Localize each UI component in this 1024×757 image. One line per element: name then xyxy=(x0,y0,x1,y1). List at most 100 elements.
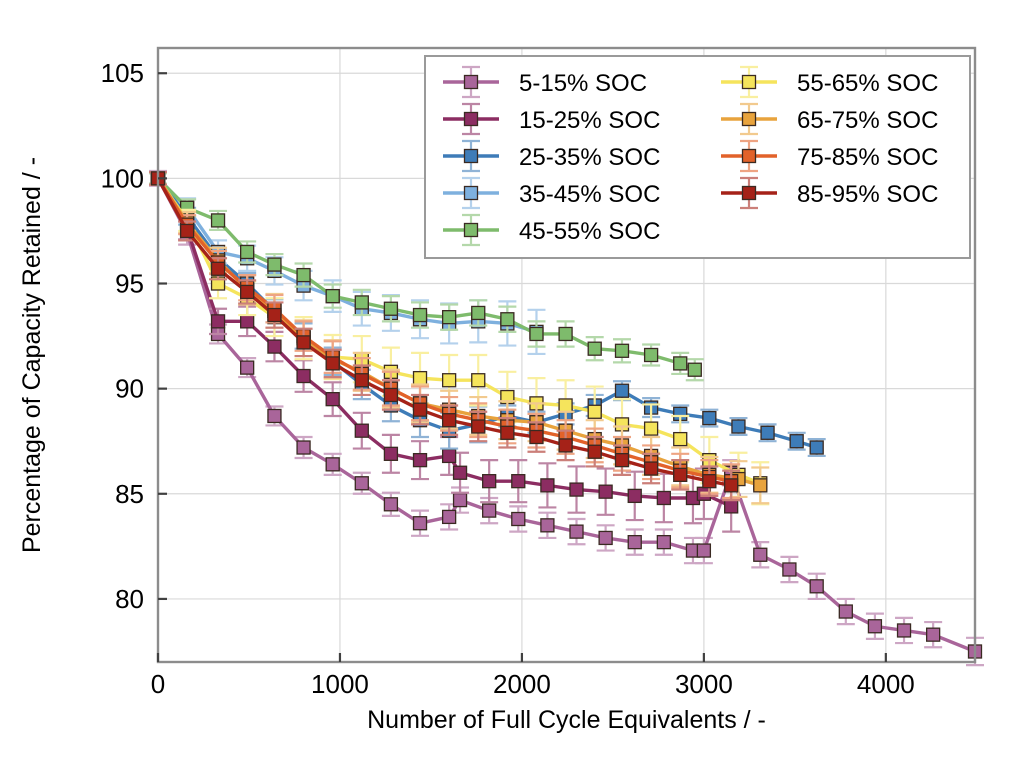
legend-item[interactable]: 15-25% SOC xyxy=(443,102,660,136)
y-axis-title: Percentage of Capacity Retained / - xyxy=(18,157,46,553)
data-point xyxy=(412,452,428,468)
data-point xyxy=(643,421,659,436)
data-point xyxy=(452,465,468,480)
legend-item[interactable]: 45-55% SOC xyxy=(443,213,660,247)
data-point xyxy=(240,284,255,300)
legend-label: 15-25% SOC xyxy=(519,107,660,134)
data-point xyxy=(760,425,775,440)
legend-item[interactable]: 35-45% SOC xyxy=(443,176,660,210)
data-point xyxy=(482,503,497,518)
legend-marker xyxy=(463,148,479,164)
legend-label: 25-35% SOC xyxy=(519,144,660,171)
legend-item[interactable]: 55-65% SOC xyxy=(721,65,938,99)
legend-marker xyxy=(741,111,757,127)
data-point xyxy=(540,518,555,533)
data-point xyxy=(354,423,369,438)
data-point xyxy=(500,425,515,440)
legend-label: 55-65% SOC xyxy=(797,70,938,97)
data-point xyxy=(673,467,688,483)
data-point xyxy=(325,392,340,407)
legend-marker xyxy=(463,111,479,127)
legend-marker xyxy=(741,185,757,201)
y-tick-label: 95 xyxy=(115,269,144,299)
data-point xyxy=(867,619,883,634)
data-point xyxy=(673,356,688,371)
data-point xyxy=(529,326,544,342)
data-point xyxy=(673,431,688,447)
data-point xyxy=(724,499,739,514)
x-tick-label: 4000 xyxy=(857,669,915,699)
legend-marker xyxy=(463,222,479,238)
data-point xyxy=(441,413,457,428)
data-point xyxy=(782,562,797,577)
data-point xyxy=(412,516,428,531)
legend-label: 65-75% SOC xyxy=(797,107,938,134)
data-point xyxy=(598,484,613,499)
legend-label: 5-15% SOC xyxy=(519,70,647,97)
legend-marker xyxy=(741,148,757,164)
legend: 5-15% SOC 15-25% SOC 25-35% SOC 35-45% SOC 4… xyxy=(424,55,971,259)
data-point xyxy=(482,474,497,489)
data-point xyxy=(702,410,717,426)
x-tick-label: 1000 xyxy=(311,669,369,699)
data-point xyxy=(471,305,486,321)
y-tick-label: 100 xyxy=(101,163,144,193)
legend-item[interactable]: 65-75% SOC xyxy=(721,102,938,136)
data-point xyxy=(587,444,602,459)
legend-item[interactable]: 85-95% SOC xyxy=(721,176,938,210)
data-point xyxy=(441,509,457,525)
data-point xyxy=(267,339,282,354)
data-point xyxy=(529,429,544,445)
data-point xyxy=(471,419,486,434)
data-point xyxy=(325,288,340,304)
legend-marker xyxy=(463,185,479,201)
data-point xyxy=(210,213,226,228)
data-point xyxy=(267,408,282,424)
data-point xyxy=(614,343,630,358)
x-tick-label: 2000 xyxy=(493,669,551,699)
legend-item[interactable]: 5-15% SOC xyxy=(443,65,647,99)
series-line xyxy=(156,176,762,485)
data-point xyxy=(809,579,824,594)
axes-layer xyxy=(156,46,977,664)
legend-label: 35-45% SOC xyxy=(519,181,660,208)
data-point xyxy=(441,448,457,464)
data-point xyxy=(325,356,340,371)
data-point xyxy=(687,362,702,377)
data-point xyxy=(412,402,428,417)
data-point xyxy=(587,341,602,356)
data-point xyxy=(731,419,746,434)
series-5-15-soc xyxy=(149,169,984,667)
series-line xyxy=(156,176,733,509)
data-point xyxy=(724,478,739,493)
data-point xyxy=(702,474,717,489)
y-tick-label: 90 xyxy=(115,374,144,404)
data-point xyxy=(240,314,255,329)
data-point xyxy=(296,267,311,283)
data-point xyxy=(325,457,340,472)
tick-labels-layer: 80 85 90 95 100 105 0 1000 2000 3000 4000 xyxy=(101,58,915,699)
data-point xyxy=(441,310,457,325)
legend-label: 45-55% SOC xyxy=(519,218,660,245)
data-point xyxy=(500,312,515,327)
data-point xyxy=(789,434,804,449)
data-point xyxy=(441,373,457,388)
legend-item[interactable]: 75-85% SOC xyxy=(721,139,938,173)
data-point xyxy=(412,307,428,323)
series-markers xyxy=(150,171,702,377)
y-tick-label: 85 xyxy=(115,479,144,509)
data-point xyxy=(896,623,912,638)
data-point xyxy=(383,497,399,512)
data-point xyxy=(179,223,195,239)
legend-label: 85-95% SOC xyxy=(797,181,938,208)
series-markers xyxy=(150,171,983,659)
plot-border xyxy=(156,46,977,664)
data-point xyxy=(240,360,255,375)
data-point xyxy=(383,387,399,403)
data-point xyxy=(569,482,584,497)
legend-item[interactable]: 25-35% SOC xyxy=(443,139,660,173)
data-point xyxy=(656,490,671,506)
series-markers xyxy=(150,171,739,514)
data-series-layer xyxy=(149,169,984,667)
